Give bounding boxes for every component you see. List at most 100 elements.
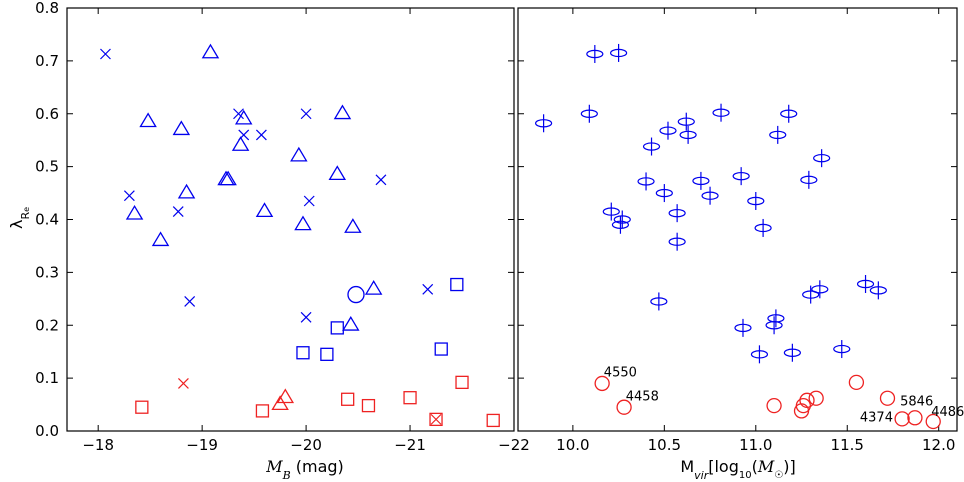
y-tick-label: 0.6 <box>35 105 59 123</box>
data-point-ellipse-error-blue <box>535 114 553 133</box>
y-tick-label: 0.0 <box>35 422 59 440</box>
data-point-triangle-red <box>276 388 295 404</box>
data-point-ellipse-error-blue <box>659 121 677 140</box>
data-point-square-red <box>403 391 417 405</box>
data-point-ellipse-error-blue <box>677 112 695 131</box>
data-point-ellipse-error-blue <box>750 345 769 364</box>
annotation-label: 4486 <box>931 405 964 420</box>
data-point-triangle-red <box>271 395 289 411</box>
data-point-square-red <box>361 398 376 413</box>
data-point-circle-blue <box>347 285 365 304</box>
data-point-triangle-blue <box>342 315 360 331</box>
annotation-label: 4374 <box>860 410 893 425</box>
data-point-x-blue <box>300 108 312 120</box>
data-point-circle-red <box>925 413 941 430</box>
data-point-ellipse-error-blue <box>610 43 628 62</box>
data-point-triangle-blue <box>255 202 274 218</box>
annotation-label: 4458 <box>626 389 659 404</box>
data-point-ellipse-error-blue <box>811 280 829 299</box>
data-point-triangle-blue <box>234 109 253 125</box>
data-point-triangle-blue <box>231 136 250 151</box>
data-point-square-red <box>135 400 149 414</box>
data-point-triangle-blue <box>125 204 144 220</box>
data-point-x-blue <box>184 296 196 307</box>
data-point-triangle-blue <box>364 280 383 295</box>
data-point-ellipse-error-blue <box>833 340 851 359</box>
plot-frame <box>517 7 958 432</box>
data-point-square-blue <box>320 347 334 361</box>
y-tick-label: 0.2 <box>35 316 59 334</box>
data-point-ellipse-error-blue <box>701 186 719 205</box>
data-point-square-blue <box>330 321 344 335</box>
data-point-ellipse-error-blue <box>869 281 887 300</box>
data-point-triangle-blue <box>294 215 312 231</box>
x-axis-label-right: Mvir[log10(M☉)] <box>680 457 795 482</box>
data-point-ellipse-error-blue <box>655 184 673 203</box>
data-point-circle-red <box>907 410 923 426</box>
data-point-ellipse-error-blue <box>783 343 801 362</box>
data-point-x-blue <box>100 48 111 60</box>
data-point-square-red <box>429 412 443 427</box>
data-point-x-blue <box>172 206 184 217</box>
data-point-ellipse-error-blue <box>650 292 668 311</box>
data-point-circle-red <box>879 390 896 406</box>
x-tick-label: −21 <box>394 436 426 454</box>
data-point-square-red <box>255 404 270 418</box>
data-point-square-blue <box>434 342 448 356</box>
data-point-triangle-blue <box>151 231 170 247</box>
data-point-x-blue <box>255 129 267 141</box>
annotation-label: 5846 <box>900 395 933 410</box>
y-tick-label: 0.5 <box>35 158 59 176</box>
data-point-ellipse-error-blue <box>712 103 730 122</box>
y-axis-label: λRe <box>7 207 32 229</box>
data-point-ellipse-error-blue <box>765 316 783 335</box>
data-point-ellipse-error-blue <box>602 202 620 221</box>
x-axis-label-left: MB (mag) <box>265 457 344 482</box>
data-point-circle-red <box>766 397 782 414</box>
data-point-triangle-blue <box>201 43 220 59</box>
x-tick-label: 10.0 <box>556 436 589 454</box>
data-point-triangle-blue <box>328 165 347 181</box>
data-point-ellipse-error-blue <box>802 285 820 304</box>
data-point-triangle-blue <box>139 112 157 128</box>
data-point-x-blue <box>233 108 244 120</box>
data-point-x-blue <box>300 311 312 323</box>
data-point-ellipse-error-blue <box>734 318 752 337</box>
panel-left-magnitude: −18 −19 −20 −21 −22 0.0 0.1 0.2 0.3 0.4 0.5 0.6 0.7 0… <box>35 0 530 454</box>
data-point-triangle-blue <box>177 183 196 199</box>
x-tick-label: 11.5 <box>831 436 864 454</box>
data-point-x-red <box>430 413 442 425</box>
data-point-circle-red <box>799 392 815 408</box>
data-point-ellipse-error-blue <box>668 204 686 223</box>
data-point-ellipse-error-blue <box>586 45 604 64</box>
y-tick-label: 0.4 <box>35 211 59 229</box>
y-tick-label: 0.8 <box>35 0 59 17</box>
x-tick-label: 11.0 <box>739 436 772 454</box>
data-point-ellipse-error-blue <box>747 191 765 210</box>
y-tick-label: 0.3 <box>35 263 59 281</box>
data-point-triangle-blue <box>344 218 362 233</box>
data-point-ellipse-error-blue <box>813 149 831 168</box>
data-point-circle-red <box>795 397 811 414</box>
data-point-ellipse-error-blue <box>692 171 710 190</box>
data-point-square-red <box>455 375 469 390</box>
data-point-ellipse-error-blue <box>800 170 818 189</box>
data-point-x-blue <box>375 174 387 186</box>
data-point-square-red <box>486 413 500 428</box>
x-tick-label: −20 <box>290 436 322 454</box>
data-point-circle-red <box>894 411 910 427</box>
data-point-square-red <box>341 392 355 406</box>
data-point-circle-red <box>848 374 865 391</box>
data-point-circle-red <box>616 399 632 415</box>
data-point-triangle-blue <box>217 170 235 186</box>
data-point-circle-red <box>808 390 824 406</box>
data-point-x-blue <box>303 195 315 207</box>
data-point-square-blue <box>450 277 464 292</box>
data-point-ellipse-error-blue <box>769 125 787 144</box>
data-point-x-red <box>178 377 189 389</box>
data-point-x-blue <box>422 283 434 295</box>
x-tick-label: 12.0 <box>922 436 955 454</box>
x-tick-label: 10.5 <box>648 436 681 454</box>
y-tick-label: 0.1 <box>35 369 59 387</box>
